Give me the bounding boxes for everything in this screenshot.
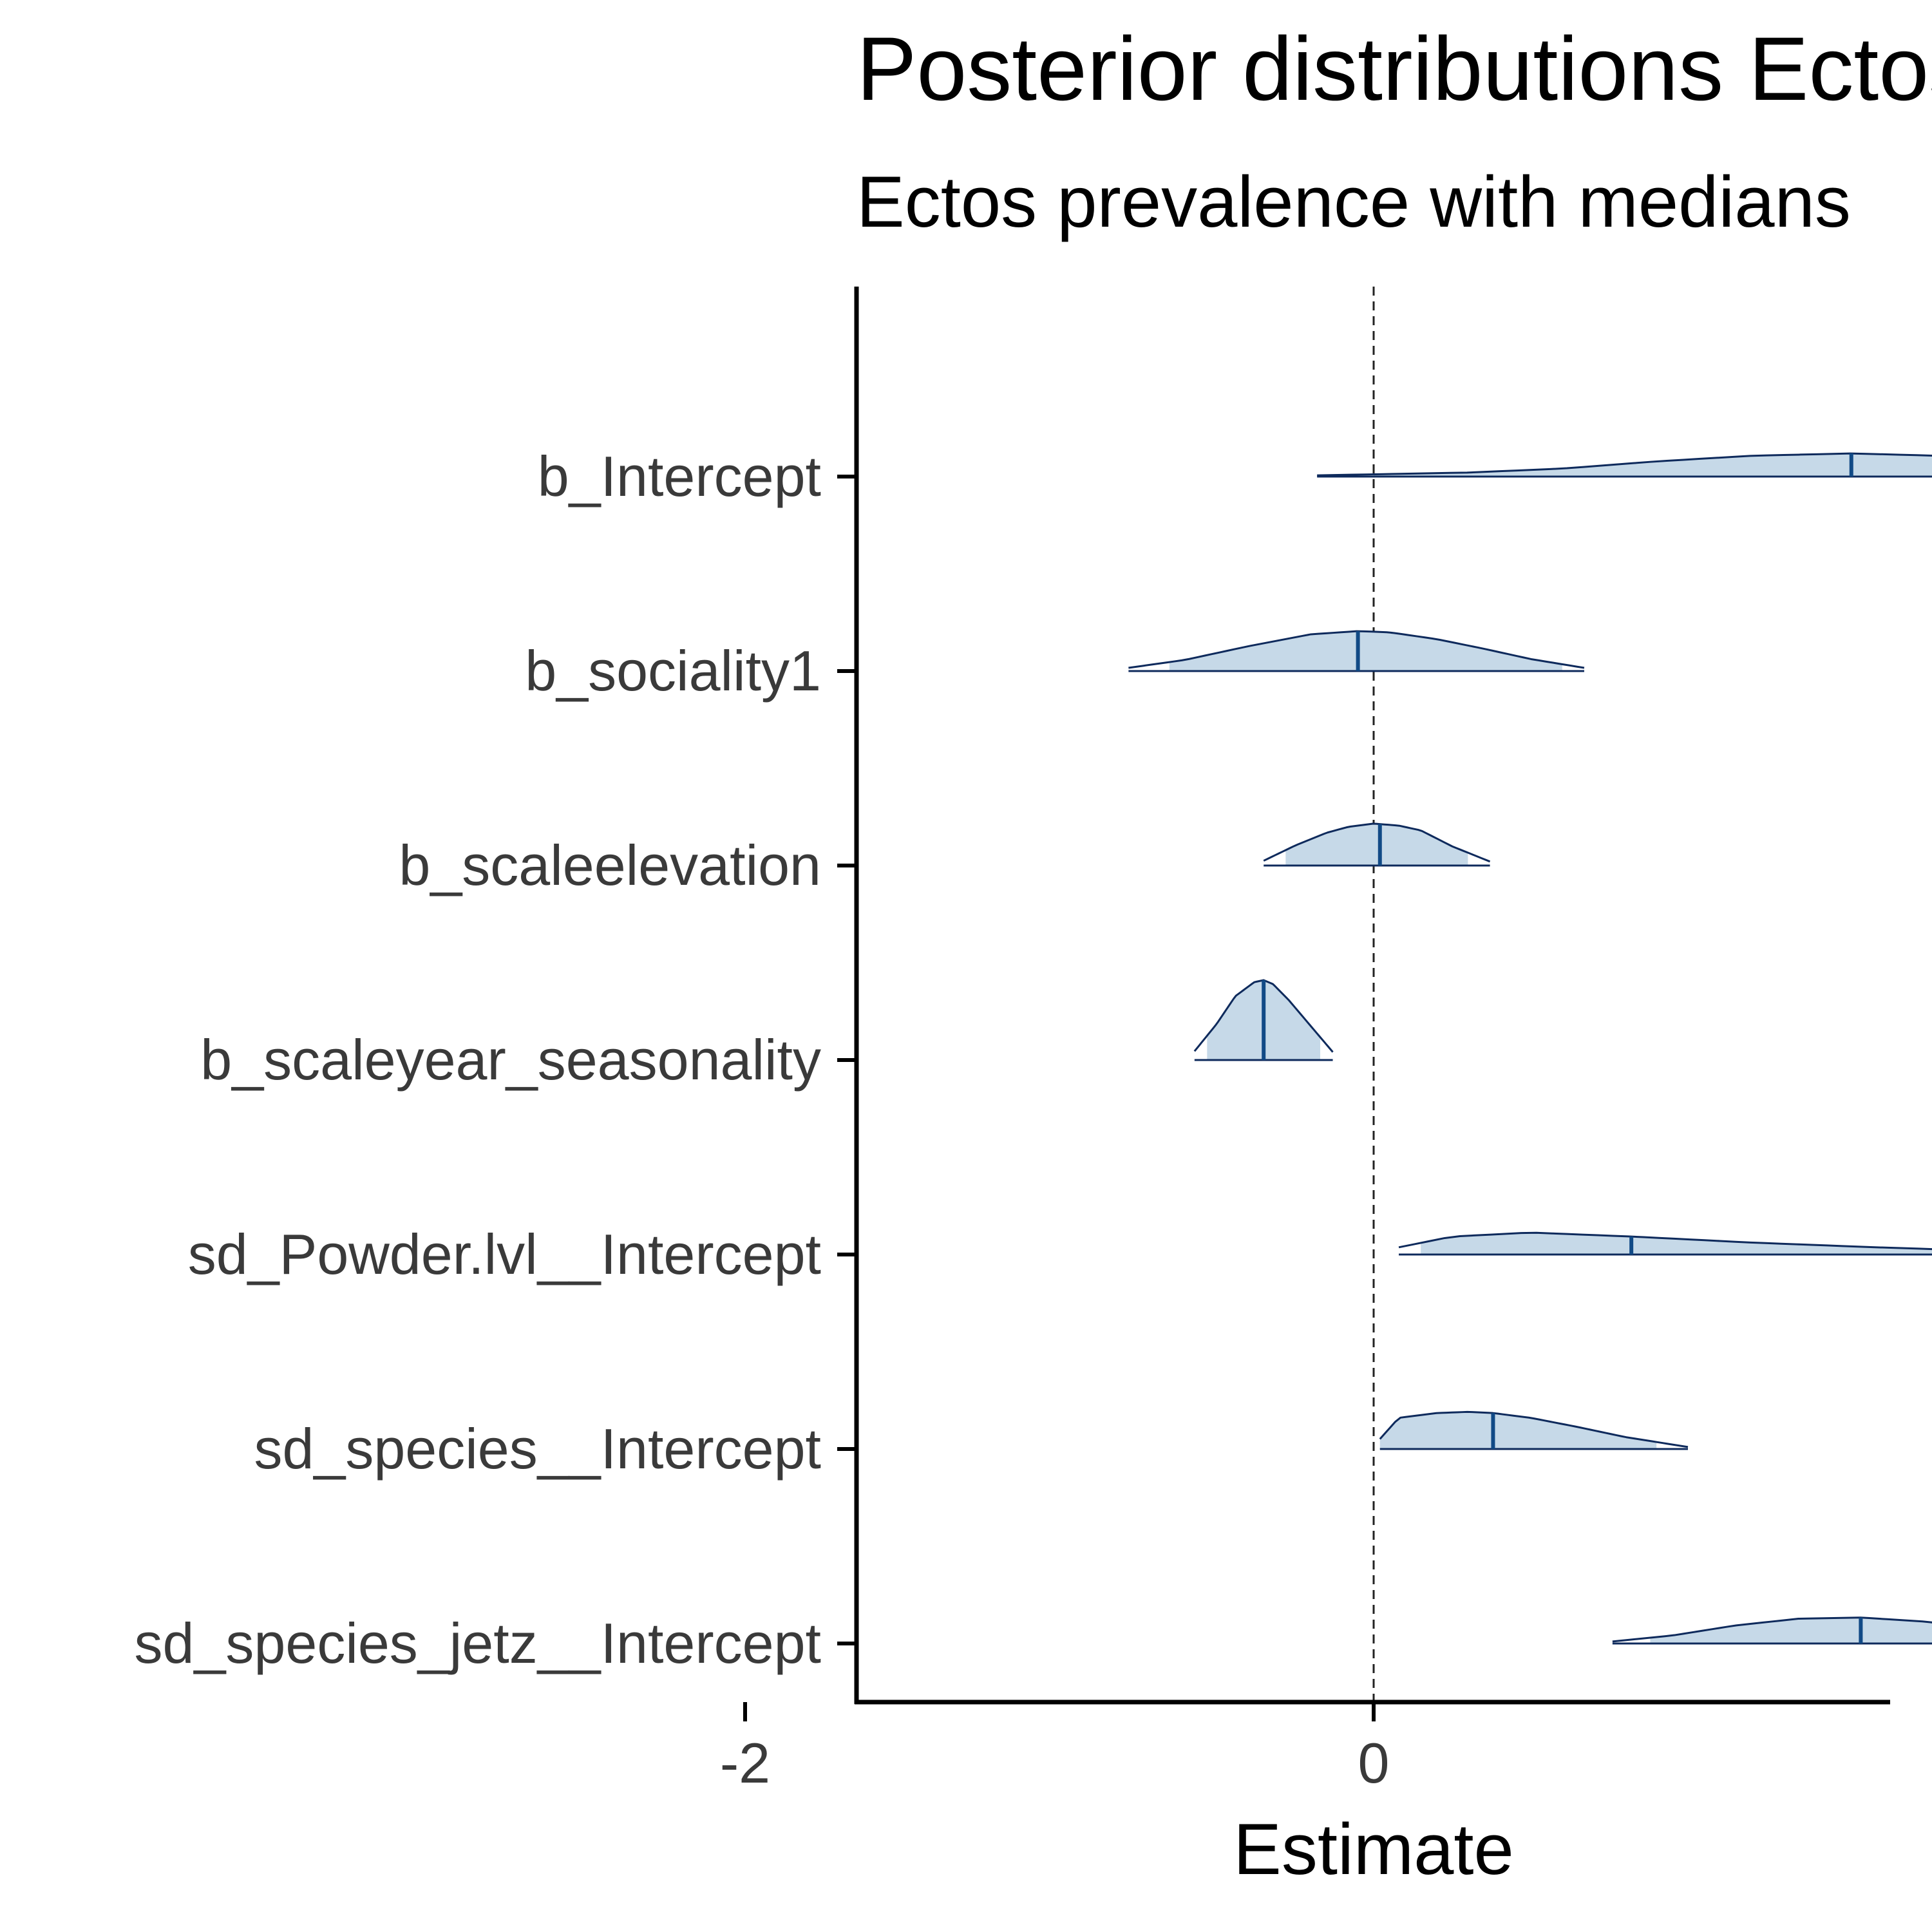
x-tick-label: -2 — [720, 1731, 770, 1795]
density-fill-b_scaleelevation — [1285, 824, 1468, 866]
density-curve-b_Intercept — [1317, 452, 1932, 477]
y-tick-label: sd_species__Intercept — [254, 1417, 821, 1481]
y-tick-label: b_scaleyear_seasonality — [200, 1028, 821, 1092]
y-tick-label: sd_species_jetz__Intercept — [135, 1611, 821, 1675]
density-curve-sd_species_jetz__Intercept — [1612, 1616, 1932, 1643]
density-fill-sd_species_jetz__Intercept — [1650, 1617, 1932, 1643]
plot-area: b_Intercept b_sociality1 b_scaleelevationb… — [135, 287, 1932, 1795]
density-fill-sd_species__Intercept — [1379, 1412, 1657, 1449]
chart-subtitle: Ectos prevalence with medians — [857, 162, 1851, 242]
x-tick-label: 0 — [1358, 1731, 1390, 1795]
y-tick-label: b_Intercept — [538, 444, 821, 508]
y-tick-label: b_scaleelevation — [399, 833, 821, 897]
chart-title: Posterior distributions Ectos — [857, 18, 1932, 119]
density-curve-sd_species__Intercept — [1379, 1410, 1689, 1448]
y-tick-label: sd_Powder.lvl__Intercept — [188, 1222, 821, 1286]
density-fill-b_sociality1 — [1169, 631, 1562, 671]
y-tick-label: b_sociality1 — [525, 639, 821, 703]
density-fill-sd_Powder.lvl__Intercept — [1421, 1233, 1932, 1255]
density-curve-b_scaleelevation — [1263, 822, 1491, 863]
x-axis-title: Estimate — [1233, 1809, 1514, 1889]
density-curve-sd_Powder.lvl__Intercept — [1398, 1231, 1932, 1251]
